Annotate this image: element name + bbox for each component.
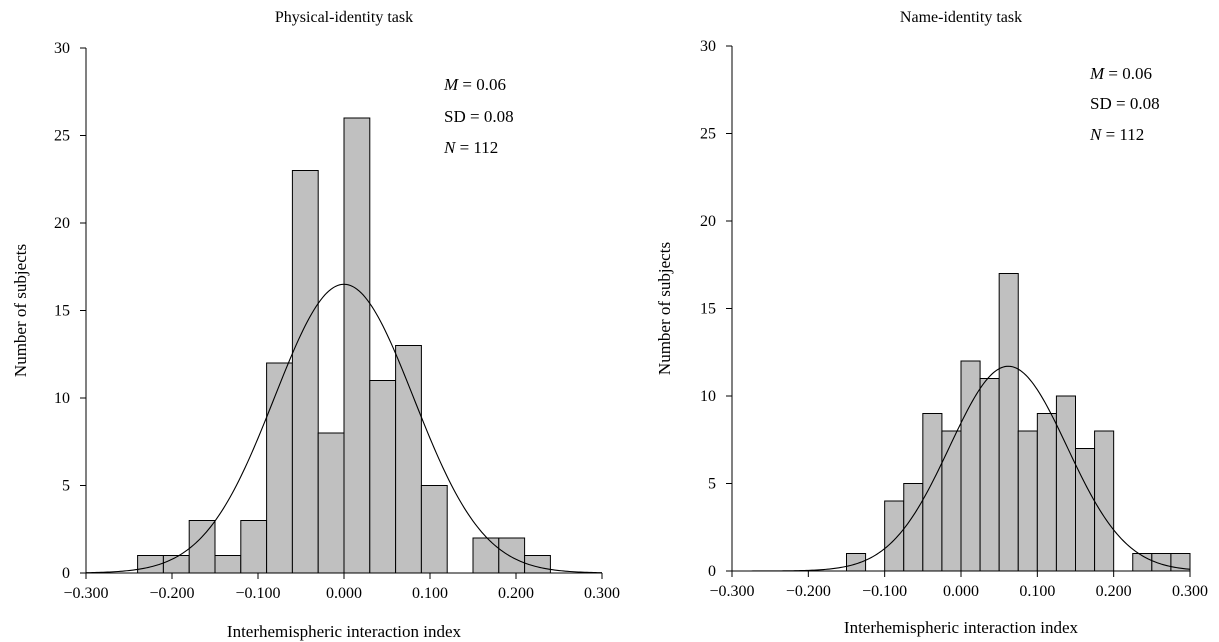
stat-label: N (443, 138, 457, 157)
chart-panel-2: Name-identity task −0.300 −0.200 −0.100 0.00… (655, 9, 1208, 637)
x-tick-label: 0.200 (498, 585, 534, 602)
x-tick-label: −0.200 (786, 583, 831, 600)
y-tick-label: 10 (54, 390, 70, 407)
stat-value: = 0.08 (470, 107, 514, 126)
stat-value: = 112 (1106, 125, 1145, 144)
histogram-bar (343, 117, 371, 574)
chart-title: Physical-identity task (275, 9, 413, 26)
histogram-bar (979, 378, 1000, 572)
y-tick-label: 15 (54, 303, 70, 320)
y-tick-label: 0 (62, 565, 70, 582)
histogram-bar (1075, 448, 1096, 572)
stat-annotation: SD = 0.08 (1090, 94, 1160, 113)
histogram-bar (1094, 430, 1115, 572)
normal-curve (732, 365, 1191, 572)
stat-label: M (1089, 64, 1105, 83)
histogram-bar (1055, 395, 1076, 572)
x-tick-label: −0.300 (709, 583, 754, 600)
x-tick-label: 0.000 (326, 585, 362, 602)
y-tick-label: 30 (700, 38, 716, 55)
histogram-bar (291, 170, 319, 574)
x-tick-label: −0.200 (149, 585, 194, 602)
x-axis-title: Interhemispheric interaction index (227, 622, 462, 641)
stat-annotation: N = 112 (1089, 125, 1144, 144)
histogram-bar (941, 430, 962, 572)
y-tick-label: 20 (54, 215, 70, 232)
x-tick-label: −0.100 (862, 583, 907, 600)
stat-annotation: M = 0.06 (1089, 64, 1152, 83)
stat-label: N (1089, 125, 1103, 144)
x-tick-label: −0.300 (63, 585, 108, 602)
histogram-bar (420, 485, 448, 574)
stat-annotation: M = 0.06 (443, 75, 506, 94)
histogram-bar (498, 537, 526, 574)
histogram-bar (395, 345, 422, 574)
histogram-bar (922, 413, 943, 572)
y-axis-title: Number of subjects (11, 244, 30, 377)
histogram-bar (162, 555, 190, 574)
chart-title: Name-identity task (900, 9, 1022, 26)
histogram-bar (188, 520, 216, 574)
stat-label: M (443, 75, 459, 94)
x-tick-label: 0.300 (584, 585, 620, 602)
y-axis-title: Number of subjects (655, 242, 674, 375)
histogram-bar (1017, 430, 1038, 572)
chart-panel-1: Physical-identity task −0.300 −0.200 −0.100… (11, 9, 620, 641)
x-tick-label: 0.100 (1019, 583, 1055, 600)
x-tick-label: −0.100 (235, 585, 280, 602)
stat-annotation: N = 112 (443, 138, 498, 157)
x-tick-label: 0.300 (1172, 583, 1208, 600)
histogram-bar (998, 273, 1019, 572)
histogram-bar (903, 483, 924, 572)
x-axis-title: Interhemispheric interaction index (844, 618, 1079, 637)
histogram-bar (846, 553, 867, 572)
histogram-bar (214, 555, 242, 574)
x-tick-label: 0.000 (943, 583, 979, 600)
stat-value: = 0.06 (1108, 64, 1152, 83)
y-tick-label: 5 (708, 476, 716, 493)
y-tick-label: 30 (54, 40, 70, 57)
histogram-bar (472, 537, 500, 574)
y-tick-label: 25 (54, 128, 70, 145)
y-tick-label: 25 (700, 126, 716, 143)
histogram-bar (240, 520, 268, 574)
histogram-bar (317, 432, 345, 574)
histogram-bar (369, 380, 397, 574)
normal-curve (85, 283, 603, 574)
histogram-bar (884, 500, 905, 572)
y-tick-label: 10 (700, 388, 716, 405)
histogram-bar (266, 362, 293, 574)
y-tick-label: 15 (700, 301, 716, 318)
stat-label: SD (1090, 94, 1112, 113)
stat-value: = 0.08 (1116, 94, 1160, 113)
stat-annotation: SD = 0.08 (444, 107, 514, 126)
histogram-bar (1036, 413, 1057, 572)
stat-value: = 0.06 (462, 75, 506, 94)
y-tick-label: 5 (62, 478, 70, 495)
stat-value: = 112 (460, 138, 499, 157)
y-tick-label: 20 (700, 213, 716, 230)
y-tick-label: 0 (708, 563, 716, 580)
x-tick-label: 0.100 (412, 585, 448, 602)
stat-label: SD (444, 107, 466, 126)
x-tick-label: 0.200 (1096, 583, 1132, 600)
